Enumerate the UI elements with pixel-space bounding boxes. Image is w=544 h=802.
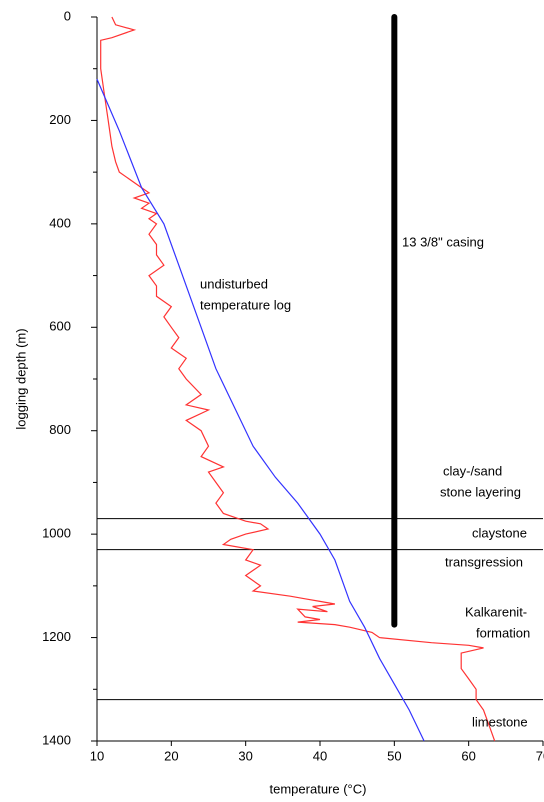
y-tick-label: 400 xyxy=(49,215,71,230)
x-tick-label: 20 xyxy=(164,748,178,763)
annotation: Kalkarenit- xyxy=(465,604,527,619)
temperature-line xyxy=(100,16,496,742)
temperature-line xyxy=(96,78,425,742)
x-tick-label: 70 xyxy=(536,748,544,763)
y-tick-label: 600 xyxy=(49,319,71,334)
x-tick-label: 50 xyxy=(387,748,401,763)
y-tick-label: 1200 xyxy=(42,629,71,644)
x-tick-label: 30 xyxy=(238,748,252,763)
x-axis-label: temperature (°C) xyxy=(270,781,367,796)
annotation: stone layering xyxy=(440,484,521,499)
x-tick-label: 60 xyxy=(461,748,475,763)
annotation: transgression xyxy=(445,554,523,569)
annotation: clay-/sand xyxy=(443,463,502,478)
annotation: formation xyxy=(476,625,530,640)
annotation: temperature log xyxy=(200,297,291,312)
x-tick-label: 10 xyxy=(90,748,104,763)
y-tick-label: 200 xyxy=(49,112,71,127)
annotation: undisturbed xyxy=(200,276,268,291)
y-tick-label: 800 xyxy=(49,422,71,437)
y-axis-label: logging depth (m) xyxy=(13,328,28,429)
y-tick-label: 0 xyxy=(64,8,71,23)
annotation: limestone xyxy=(472,714,528,729)
annotation: claystone xyxy=(472,525,527,540)
y-tick-label: 1000 xyxy=(42,526,71,541)
x-tick-label: 40 xyxy=(313,748,327,763)
y-tick-label: 1400 xyxy=(42,732,71,747)
annotation: 13 3/8" casing xyxy=(402,234,484,249)
